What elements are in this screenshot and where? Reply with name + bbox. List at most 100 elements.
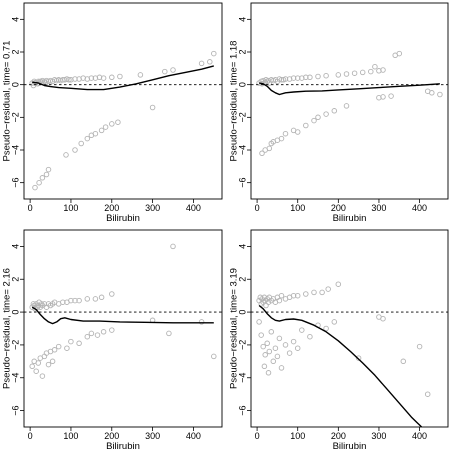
data-point — [315, 73, 321, 80]
plot-frame — [23, 2, 223, 200]
y-axis-label: Pseudo−residual, time= 0.71 — [2, 41, 13, 162]
x-axis-label: Bilirubin — [333, 441, 367, 452]
data-point — [84, 296, 91, 302]
data-point — [211, 50, 217, 57]
data-point — [323, 72, 329, 79]
data-point — [355, 355, 362, 361]
data-point — [272, 345, 279, 351]
data-point — [78, 140, 84, 147]
panel-1: 0 100 200 300 400 −6 −4 −2 0 2 4 Bilirubin Pseudo−re… — [2, 2, 223, 224]
data-point — [102, 124, 109, 130]
data-point — [278, 135, 285, 142]
data-point — [68, 297, 74, 304]
data-point — [36, 179, 42, 186]
data-point — [109, 74, 115, 81]
x-tick-label: 400 — [412, 203, 427, 213]
plot-frame — [23, 229, 223, 428]
data-point — [66, 77, 72, 83]
data-point — [311, 289, 317, 296]
data-point — [259, 150, 265, 157]
data-point — [198, 319, 205, 325]
data-point — [343, 71, 350, 77]
y-tick-label: −4 — [237, 373, 247, 383]
x-axis-label: Bilirubin — [106, 213, 140, 224]
data-point — [45, 361, 52, 368]
data-point — [68, 338, 74, 345]
data-point — [64, 345, 70, 351]
points-layer — [256, 50, 443, 157]
points-layer — [29, 50, 217, 191]
data-point — [294, 345, 301, 351]
points-layer — [29, 243, 217, 379]
data-point — [437, 91, 443, 98]
data-point — [35, 360, 42, 366]
data-point — [286, 76, 293, 82]
smooth-curve — [31, 306, 214, 325]
data-point — [268, 329, 275, 335]
data-point — [60, 299, 66, 305]
y-tick-label: 0 — [237, 310, 247, 315]
smooth-curve — [258, 82, 440, 96]
y-tick-label: −6 — [237, 405, 247, 415]
x-tick-label: 0 — [255, 203, 260, 213]
x-tick-label: 400 — [412, 431, 427, 441]
data-point — [323, 111, 329, 117]
data-point — [359, 69, 366, 76]
y-tick-label: 0 — [10, 310, 20, 315]
x-tick-label: 200 — [104, 431, 119, 441]
data-point — [100, 329, 107, 335]
data-point — [278, 292, 285, 299]
data-point — [166, 330, 172, 337]
points-layer — [256, 281, 431, 397]
y-tick-label: 2 — [237, 49, 247, 54]
y-tick-label: 2 — [237, 277, 247, 282]
panel-3: 0 100 200 300 400 −6 −4 −2 0 2 4 Bilirubin Pseudo−re… — [2, 229, 223, 452]
data-point — [424, 391, 431, 397]
y-tick-label: −2 — [10, 340, 20, 350]
data-point — [315, 114, 321, 121]
data-point — [278, 77, 285, 83]
data-point — [162, 68, 168, 75]
data-point — [335, 281, 342, 287]
y-tick-label: −2 — [10, 112, 20, 122]
data-point — [278, 365, 285, 371]
data-point — [257, 294, 264, 301]
y-tick-label: −2 — [237, 112, 247, 122]
data-point — [258, 332, 264, 338]
data-point — [263, 77, 269, 83]
data-point — [380, 94, 386, 100]
y-axis-label: Pseudo−residual, time= 1.18 — [229, 41, 240, 162]
smooth-curve — [258, 304, 423, 427]
data-point — [72, 147, 78, 153]
x-tick-label: 300 — [145, 431, 160, 441]
data-point — [294, 292, 301, 299]
data-point — [63, 152, 69, 158]
data-point — [319, 289, 325, 296]
data-point — [372, 63, 378, 70]
data-point — [39, 175, 46, 181]
data-point — [276, 297, 283, 304]
y-tick-label: −2 — [237, 340, 247, 350]
data-point — [282, 130, 289, 137]
y-tick-label: 4 — [237, 17, 247, 22]
data-point — [92, 296, 99, 302]
data-point — [294, 75, 301, 81]
data-point — [290, 75, 297, 81]
y-tick-label: 4 — [237, 244, 247, 249]
y-tick-label: 2 — [10, 277, 20, 282]
data-point — [98, 127, 105, 134]
data-point — [266, 145, 273, 152]
data-point — [262, 352, 268, 358]
data-point — [299, 327, 305, 333]
data-point — [117, 73, 123, 80]
x-tick-label: 400 — [186, 431, 201, 441]
data-point — [266, 348, 273, 355]
x-tick-label: 100 — [290, 203, 305, 213]
data-point — [368, 68, 374, 75]
data-point — [299, 75, 305, 81]
data-point — [388, 93, 394, 99]
data-point — [424, 88, 431, 94]
x-tick-label: 400 — [186, 203, 201, 213]
data-point — [282, 342, 289, 348]
data-point — [265, 370, 272, 376]
